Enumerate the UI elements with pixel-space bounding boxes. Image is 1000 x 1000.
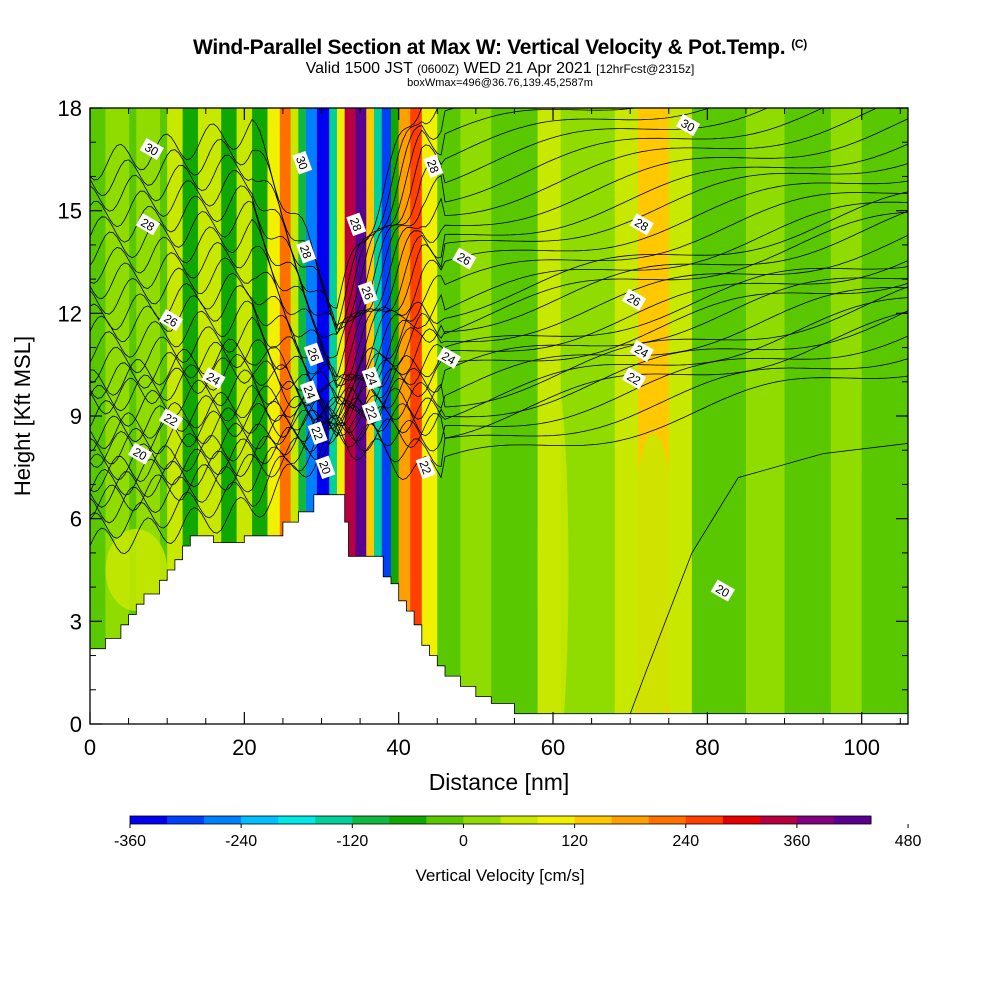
x-tick-label: 40 bbox=[386, 735, 410, 760]
colorbar-tick-label: -360 bbox=[114, 833, 146, 850]
colorbar: -360 -240 -120 0 120 240 360 480 bbox=[114, 816, 922, 850]
colorbar-swatch bbox=[241, 816, 279, 824]
colorbar-swatch bbox=[612, 816, 650, 824]
colorbar-swatch bbox=[723, 816, 761, 824]
colorbar-swatch bbox=[352, 816, 390, 824]
colorbar-tick-label: -240 bbox=[225, 833, 257, 850]
velocity-band-30 bbox=[561, 108, 616, 724]
velocity-band-26 bbox=[437, 108, 461, 724]
colorbar-tick-label: 120 bbox=[561, 833, 588, 850]
colorbar-swatch bbox=[797, 816, 835, 824]
colorbar-swatch bbox=[426, 816, 464, 824]
colorbar-tick-label: 360 bbox=[784, 833, 811, 850]
colorbar-tick-label: 480 bbox=[895, 833, 922, 850]
y-tick-label: 6 bbox=[70, 507, 82, 532]
velocity-band-36 bbox=[785, 108, 832, 724]
y-tick-label: 12 bbox=[58, 301, 82, 326]
colorbar-swatch bbox=[686, 816, 724, 824]
velocity-band-37 bbox=[831, 108, 862, 724]
velocity-band-34 bbox=[692, 108, 747, 724]
colorbar-swatch bbox=[501, 816, 539, 824]
colorbar-tick-label: -120 bbox=[336, 833, 368, 850]
y-tick-label: 3 bbox=[70, 609, 82, 634]
x-axis-label: Distance [nm] bbox=[429, 769, 570, 795]
colorbar-tick-label: 0 bbox=[459, 833, 468, 850]
cross-section-chart: 202020222222222224242424 2426262626262828… bbox=[0, 0, 1000, 1000]
colorbar-swatch bbox=[389, 816, 427, 824]
y-axis-label: Height [Kft MSL] bbox=[10, 336, 35, 496]
plot-area: 20 20 20 22 22 22 22 22 24 24 24 24 24 26 26 26 26 26 28 28… bbox=[90, 0, 909, 775]
velocity-band-35 bbox=[746, 108, 785, 724]
colorbar-swatch bbox=[575, 816, 613, 824]
y-tick-label: 15 bbox=[58, 199, 82, 224]
x-tick-label: 100 bbox=[843, 735, 880, 760]
colorbar-swatch bbox=[130, 816, 168, 824]
x-tick-label: 60 bbox=[541, 735, 565, 760]
velocity-band-25 bbox=[422, 108, 438, 724]
y-tick-label: 9 bbox=[70, 404, 82, 429]
colorbar-swatch bbox=[167, 816, 205, 824]
x-tick-label: 20 bbox=[232, 735, 256, 760]
velocity-band-28 bbox=[491, 108, 538, 724]
colorbar-swatch bbox=[834, 816, 872, 824]
y-tick-label: 0 bbox=[70, 712, 82, 737]
colorbar-swatch bbox=[538, 816, 576, 824]
colorbar-label: Vertical Velocity [cm/s] bbox=[415, 866, 584, 885]
colorbar-swatch bbox=[760, 816, 798, 824]
colorbar-tick-label: 240 bbox=[672, 833, 699, 850]
x-tick-label: 80 bbox=[695, 735, 719, 760]
colorbar-swatch bbox=[463, 816, 501, 824]
colorbar-swatch bbox=[315, 816, 353, 824]
y-tick-label: 18 bbox=[58, 96, 82, 121]
x-tick-label: 0 bbox=[84, 735, 96, 760]
colorbar-swatch bbox=[649, 816, 687, 824]
colorbar-swatch bbox=[204, 816, 242, 824]
colorbar-swatch bbox=[278, 816, 316, 824]
